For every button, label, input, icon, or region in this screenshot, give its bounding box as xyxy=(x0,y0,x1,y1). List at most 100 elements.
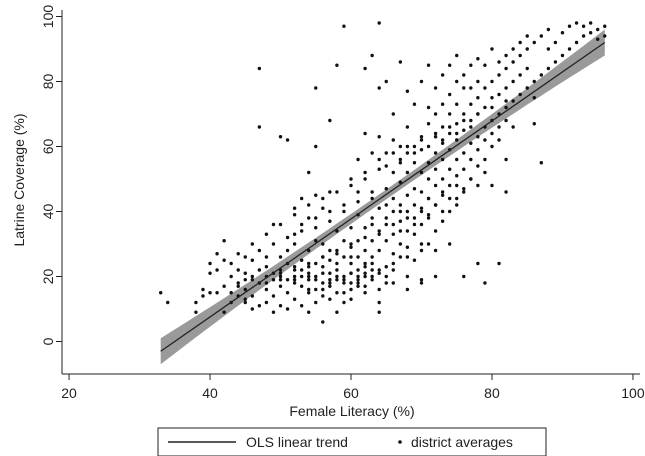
data-point xyxy=(370,268,374,272)
data-point xyxy=(363,177,367,181)
data-point xyxy=(208,291,212,295)
y-tick-label: 0 xyxy=(40,337,56,345)
data-point xyxy=(342,300,346,305)
data-point xyxy=(398,161,403,165)
data-point xyxy=(440,193,445,197)
data-point xyxy=(356,157,360,162)
data-point xyxy=(412,258,417,262)
data-point xyxy=(335,63,339,67)
data-point xyxy=(257,125,262,129)
data-point xyxy=(299,284,304,288)
data-point xyxy=(483,281,487,285)
legend-points-label: district averages xyxy=(411,434,513,450)
data-point xyxy=(342,209,346,214)
data-point xyxy=(264,281,269,285)
data-point xyxy=(285,235,290,240)
data-point xyxy=(377,271,381,275)
data-point xyxy=(504,105,508,110)
data-point xyxy=(546,66,551,71)
data-point xyxy=(574,40,579,45)
data-point xyxy=(398,180,403,184)
data-point xyxy=(299,274,304,279)
data-point xyxy=(349,226,353,230)
data-point xyxy=(405,229,410,233)
data-point xyxy=(588,31,593,35)
data-point xyxy=(321,271,325,275)
data-point xyxy=(377,167,381,171)
data-point xyxy=(243,271,247,275)
data-point xyxy=(363,131,367,136)
x-tick-label: 40 xyxy=(202,385,218,401)
data-point xyxy=(222,239,226,243)
data-points-layer xyxy=(158,21,607,324)
data-point xyxy=(398,242,403,246)
data-point xyxy=(201,287,205,292)
data-point xyxy=(299,304,304,308)
data-point xyxy=(264,300,269,305)
data-point xyxy=(504,190,508,194)
data-point xyxy=(314,239,318,243)
data-point xyxy=(518,53,522,58)
data-point xyxy=(328,258,332,262)
data-point xyxy=(455,131,459,136)
data-point xyxy=(314,226,318,230)
data-point xyxy=(271,294,276,298)
data-point xyxy=(511,125,515,129)
data-point xyxy=(426,122,431,126)
data-point xyxy=(292,281,297,285)
data-point xyxy=(314,261,318,266)
data-point xyxy=(285,138,290,142)
y-tick-label: 40 xyxy=(40,204,56,220)
data-point xyxy=(342,278,346,282)
x-tick-label: 60 xyxy=(343,385,359,401)
data-point xyxy=(469,125,473,129)
data-point xyxy=(462,118,466,123)
data-point xyxy=(603,24,607,28)
data-point xyxy=(299,268,304,272)
data-point xyxy=(321,294,325,298)
data-point xyxy=(271,242,276,246)
data-point xyxy=(321,287,325,292)
data-point xyxy=(462,274,466,279)
data-point xyxy=(264,232,269,236)
data-point xyxy=(250,274,255,279)
data-point xyxy=(370,239,374,243)
data-point xyxy=(433,86,438,90)
data-point xyxy=(405,255,410,259)
data-point xyxy=(405,209,410,214)
data-point xyxy=(574,21,579,25)
data-point xyxy=(328,297,332,301)
data-point xyxy=(588,21,593,25)
data-point xyxy=(440,138,445,142)
data-point xyxy=(504,66,508,71)
data-point xyxy=(440,73,445,77)
data-point xyxy=(342,24,346,28)
data-point xyxy=(292,206,297,210)
data-point xyxy=(511,79,515,84)
data-point xyxy=(236,252,240,256)
data-point xyxy=(370,261,374,266)
data-point xyxy=(370,216,374,220)
data-point xyxy=(278,271,283,275)
data-point xyxy=(349,245,353,249)
data-point xyxy=(356,284,360,288)
data-point xyxy=(398,203,403,207)
data-point xyxy=(307,261,311,266)
data-point xyxy=(419,135,424,139)
data-point xyxy=(476,135,480,139)
data-point xyxy=(384,164,388,168)
data-point xyxy=(222,310,226,314)
data-point xyxy=(419,281,424,285)
data-point xyxy=(419,222,424,227)
data-point xyxy=(426,196,431,201)
ols-trend-line xyxy=(160,41,606,352)
data-point xyxy=(567,24,572,28)
data-point xyxy=(257,66,262,71)
data-point xyxy=(356,255,360,259)
data-point xyxy=(321,206,325,210)
data-point xyxy=(307,278,311,282)
data-point xyxy=(419,242,424,246)
data-point xyxy=(342,274,346,279)
data-point xyxy=(285,307,290,311)
data-point xyxy=(398,144,403,149)
